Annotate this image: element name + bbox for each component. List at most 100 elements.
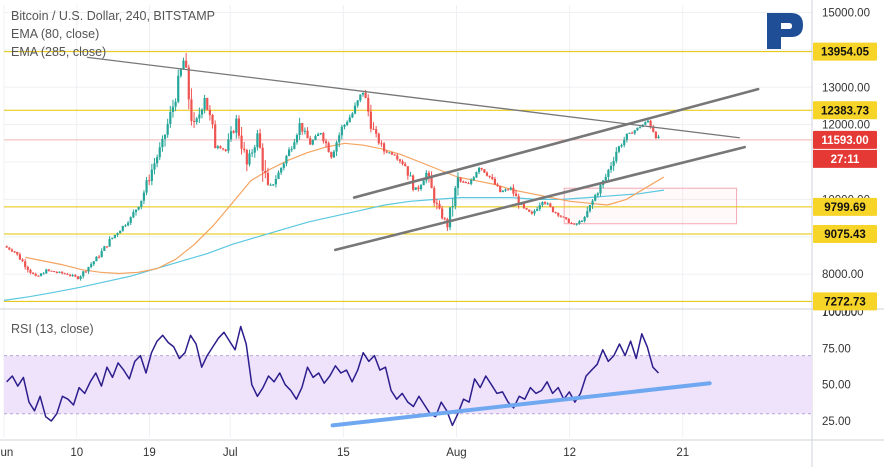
candle-body: [66, 273, 69, 275]
candle-body: [92, 261, 95, 265]
candle-body: [232, 131, 235, 133]
candle-body: [604, 176, 607, 181]
candle-body: [612, 161, 615, 166]
candle-body: [575, 223, 578, 225]
candle-body: [179, 69, 182, 76]
candle-body: [68, 274, 72, 276]
candle-body: [356, 100, 359, 106]
candle-body: [90, 264, 93, 267]
candle-body: [55, 271, 58, 273]
candle-body: [570, 222, 573, 224]
candle-body: [124, 225, 127, 227]
descending-resistance-line: [86, 56, 740, 139]
roboforex-logo: [767, 13, 803, 49]
candle-body: [237, 118, 241, 136]
candle-body: [393, 154, 396, 156]
candle-body: [549, 203, 552, 207]
candle-body: [214, 124, 217, 149]
candle-body: [8, 247, 11, 250]
candle-body: [351, 113, 354, 118]
rsi-legend: RSI (13, close): [11, 322, 94, 336]
candle-body: [541, 202, 544, 206]
candle-body: [435, 202, 438, 204]
time-tick-label: 21: [676, 447, 689, 459]
trendlines: [86, 56, 760, 252]
candle-body: [633, 130, 636, 134]
candle-body: [71, 275, 74, 277]
candle-body: [538, 205, 541, 210]
candle-body: [161, 138, 164, 148]
candle-body: [211, 114, 214, 125]
countdown-tag-bg: [813, 149, 877, 168]
time-tick-label: Jul: [223, 447, 238, 459]
level-tag-label: 9075.43: [824, 229, 866, 241]
candle-body: [277, 172, 280, 179]
candle-body: [129, 217, 132, 223]
time-tick-label: 10: [70, 447, 83, 459]
candle-body: [119, 230, 122, 234]
candle-body: [475, 172, 478, 178]
current-price-tag-bg: [813, 130, 877, 149]
candle-body: [483, 169, 486, 173]
candle-body: [512, 187, 515, 194]
candle-body: [398, 159, 402, 162]
candle-body: [319, 133, 322, 135]
candle-body: [591, 200, 594, 205]
candle-body: [206, 98, 209, 110]
candle-body: [137, 206, 140, 210]
price-tick-label: 12000.00: [822, 120, 870, 132]
candle-body: [361, 92, 365, 95]
candle-body: [285, 155, 288, 164]
candle-body: [111, 237, 114, 239]
candle-body: [203, 98, 206, 110]
candle-body: [417, 187, 420, 190]
candle-body: [543, 202, 547, 204]
ema-fast-legend: EMA (80, close): [11, 27, 100, 41]
candle-body: [559, 215, 562, 217]
candle-body: [507, 189, 510, 191]
candle-body: [140, 200, 143, 207]
candle-body: [105, 246, 109, 248]
candle-body: [480, 167, 483, 170]
candle-body: [153, 163, 156, 170]
candle-body: [39, 273, 43, 276]
rsi-trendline: [330, 381, 712, 428]
candle-body: [620, 145, 623, 147]
rsi-band: [4, 355, 812, 414]
candle-body: [221, 148, 225, 150]
candle-body: [240, 135, 243, 149]
candle-body: [401, 161, 404, 164]
level-tag-label: 9799.69: [824, 202, 866, 214]
candle-body: [567, 218, 570, 223]
candle-body: [113, 235, 116, 238]
candle-body: [454, 187, 457, 207]
candle-body: [142, 192, 146, 201]
price-tick-label: 15000.00: [822, 7, 870, 19]
candle-body: [631, 132, 634, 134]
candle-body: [182, 60, 185, 70]
candle-body: [654, 131, 657, 139]
candle-body: [134, 209, 138, 213]
candle-body: [623, 139, 626, 146]
candle-body: [227, 139, 230, 151]
candle-body: [316, 134, 320, 136]
candle-body: [145, 180, 148, 193]
candle-body: [76, 276, 80, 280]
candle-body: [156, 157, 159, 164]
candle-body: [504, 189, 507, 191]
level-tag-label: 7272.73: [824, 296, 866, 308]
candle-body: [464, 182, 467, 184]
ema-lines: [3, 142, 665, 301]
candle-body: [425, 172, 428, 181]
candle-body: [200, 109, 204, 115]
candle-body: [359, 94, 362, 101]
candle-body: [132, 212, 135, 218]
candle-body: [74, 275, 77, 277]
candle-body: [219, 146, 222, 149]
candle-body: [388, 152, 391, 154]
candle-body: [441, 208, 444, 219]
candle-body: [264, 170, 267, 173]
candle-body: [174, 101, 177, 107]
candle-body: [443, 218, 446, 220]
